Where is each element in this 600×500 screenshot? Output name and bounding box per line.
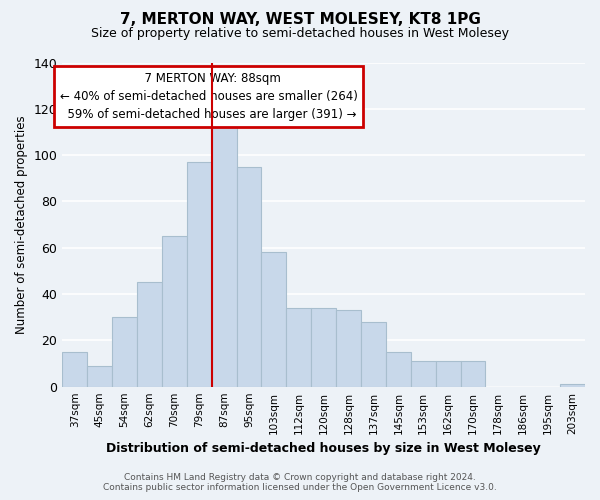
Bar xyxy=(87,366,112,386)
Bar xyxy=(112,317,137,386)
Text: Contains HM Land Registry data © Crown copyright and database right 2024.
Contai: Contains HM Land Registry data © Crown c… xyxy=(103,473,497,492)
Bar xyxy=(212,120,236,386)
X-axis label: Distribution of semi-detached houses by size in West Molesey: Distribution of semi-detached houses by … xyxy=(106,442,541,455)
Bar xyxy=(162,236,187,386)
Bar xyxy=(386,352,411,386)
Text: 7 MERTON WAY: 88sqm
← 40% of semi-detached houses are smaller (264)
  59% of sem: 7 MERTON WAY: 88sqm ← 40% of semi-detach… xyxy=(60,72,358,121)
Bar xyxy=(436,361,461,386)
Bar xyxy=(461,361,485,386)
Bar xyxy=(262,252,286,386)
Bar xyxy=(411,361,436,386)
Bar xyxy=(236,166,262,386)
Bar xyxy=(361,322,386,386)
Bar xyxy=(311,308,336,386)
Bar xyxy=(560,384,585,386)
Bar xyxy=(137,282,162,387)
Bar xyxy=(336,310,361,386)
Bar xyxy=(187,162,212,386)
Bar xyxy=(62,352,87,386)
Y-axis label: Number of semi-detached properties: Number of semi-detached properties xyxy=(15,116,28,334)
Bar xyxy=(286,308,311,386)
Text: Size of property relative to semi-detached houses in West Molesey: Size of property relative to semi-detach… xyxy=(91,28,509,40)
Text: 7, MERTON WAY, WEST MOLESEY, KT8 1PG: 7, MERTON WAY, WEST MOLESEY, KT8 1PG xyxy=(119,12,481,28)
